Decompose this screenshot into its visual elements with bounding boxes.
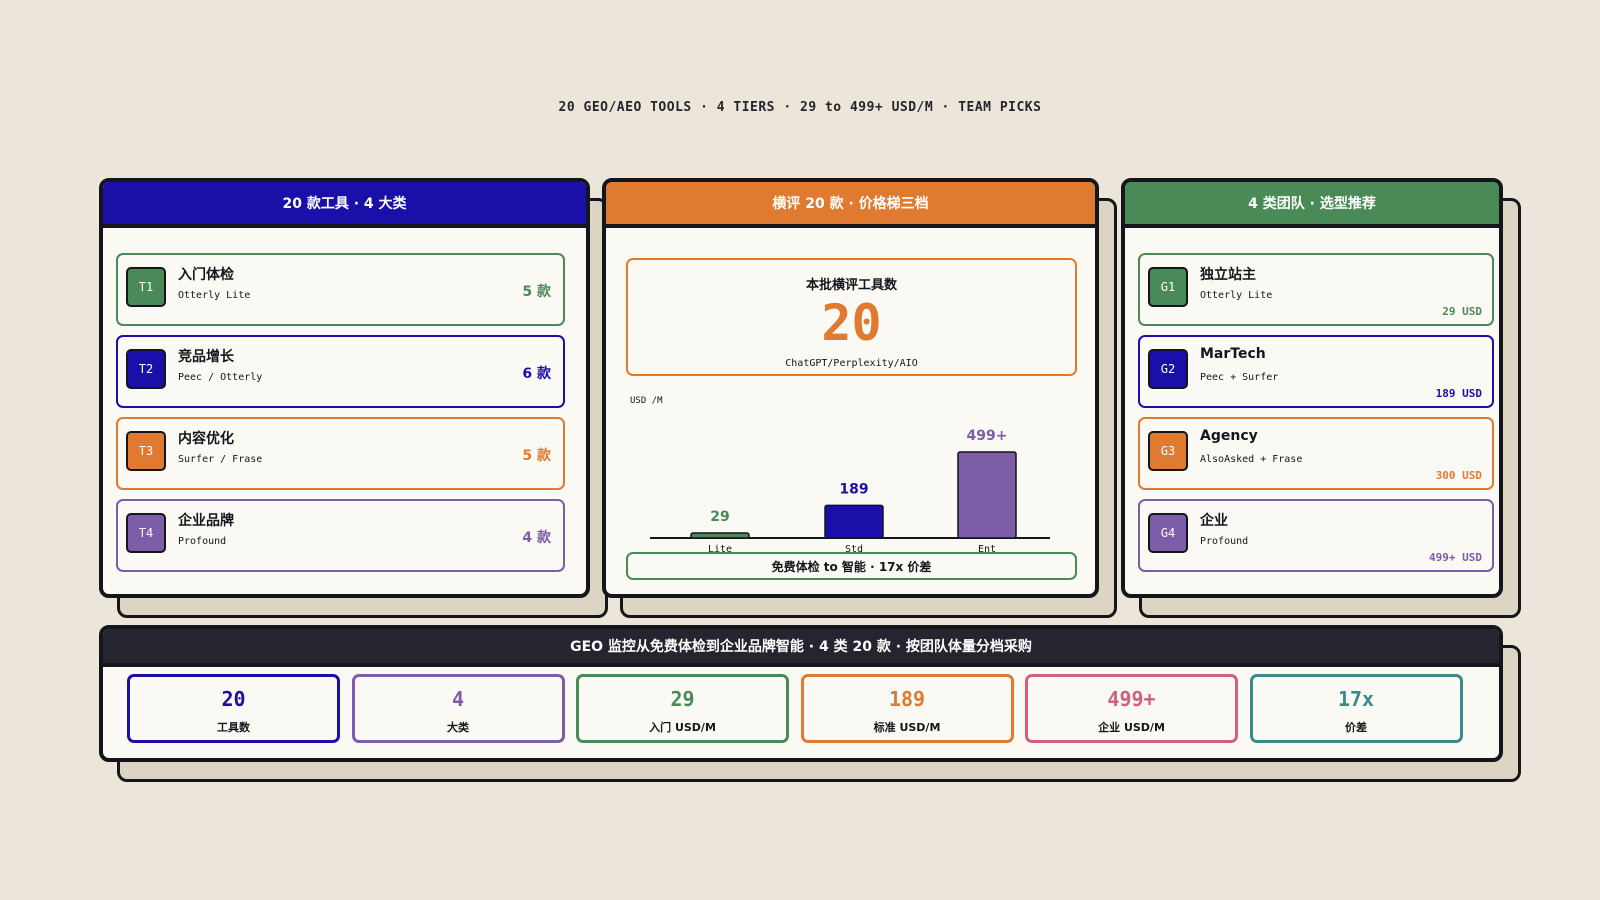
item-card: G2 MarTech Peec + Surfer 189 USD xyxy=(1138,335,1494,408)
item-card: T2 竞品增长 Peec / Otterly 6 款 xyxy=(116,335,565,408)
item-price: 300 USD xyxy=(1435,469,1482,482)
item-tools: Otterly Lite xyxy=(178,290,251,301)
item-name: 内容优化 xyxy=(178,431,234,447)
item-tools: AlsoAsked + Frase xyxy=(1200,454,1303,465)
x-tick-label: Ent xyxy=(978,544,996,554)
item-name: 入门体检 xyxy=(178,267,234,283)
item-count: 6 款 xyxy=(522,366,551,382)
badge: G1 xyxy=(1148,267,1188,307)
panel-title: 4 类团队 · 选型推荐 xyxy=(1125,182,1499,228)
stat-label: 入门 USD/M xyxy=(649,721,716,734)
item-card: T4 企业品牌 Profound 4 款 xyxy=(116,499,565,572)
bar xyxy=(957,451,1017,539)
stat-value: 17x xyxy=(1337,687,1375,711)
kpi-note: ChatGPT/Perplexity/AIO xyxy=(785,358,918,369)
kpi-label: 本批横评工具数 xyxy=(805,278,897,293)
stat-label: 价差 xyxy=(1345,721,1367,734)
item-tools: Peec / Otterly xyxy=(178,372,263,383)
panel-title: 20 款工具 · 4 大类 xyxy=(103,182,586,228)
item-card: G1 独立站主 Otterly Lite 29 USD xyxy=(1138,253,1494,326)
item-name: 竞品增长 xyxy=(178,349,234,365)
stat-box: 4 大类 xyxy=(351,674,565,743)
review-footer: 免费体检 to 智能 · 17x 价差 xyxy=(626,552,1077,580)
item-name: 企业 xyxy=(1200,513,1228,529)
value-label: 499+ xyxy=(967,428,1008,444)
stat-box: 499+ 企业 USD/M xyxy=(1025,674,1238,743)
stat-box: 29 入门 USD/M xyxy=(576,674,789,743)
item-tools: Otterly Lite xyxy=(1200,290,1273,301)
item-card: G4 企业 Profound 499+ USD xyxy=(1138,499,1494,572)
badge: G3 xyxy=(1148,431,1188,471)
stat-value: 29 xyxy=(670,687,695,711)
panel-title: 横评 20 款 · 价格梯三档 xyxy=(606,182,1095,228)
stat-value: 189 xyxy=(888,687,926,711)
stat-label: 企业 USD/M xyxy=(1098,721,1165,734)
item-price: 29 USD xyxy=(1442,305,1482,318)
item-card: T1 入门体检 Otterly Lite 5 款 xyxy=(116,253,565,326)
badge: T3 xyxy=(126,431,166,471)
review-panel: 横评 20 款 · 价格梯三档 本批横评工具数 20 ChatGPT/Perpl… xyxy=(602,178,1099,598)
badge: G4 xyxy=(1148,513,1188,553)
panel-title: GEO 监控从免费体检到企业品牌智能 · 4 类 20 款 · 按团队体量分档采… xyxy=(103,629,1499,667)
stat-box: 17x 价差 xyxy=(1249,674,1463,743)
stat-value: 4 xyxy=(451,687,465,711)
stat-label: 标准 USD/M xyxy=(873,721,941,734)
item-card: G3 Agency AlsoAsked + Frase 300 USD xyxy=(1138,417,1494,490)
x-tick-label: Std xyxy=(845,544,863,554)
item-tools: Profound xyxy=(1200,536,1249,547)
x-tick-label: Lite xyxy=(708,544,732,554)
subtitle: 20 GEO/AEO TOOLS · 4 TIERS · 29 to 499+ … xyxy=(558,100,1042,115)
item-tools: Peec + Surfer xyxy=(1200,372,1279,383)
badge: G2 xyxy=(1148,349,1188,389)
badge: T4 xyxy=(126,513,166,553)
value-label: 29 xyxy=(710,509,729,525)
item-price: 189 USD xyxy=(1435,387,1482,400)
stat-value: 20 xyxy=(221,687,246,711)
item-card: T3 内容优化 Surfer / Frase 5 款 xyxy=(116,417,565,490)
summary-panel: GEO 监控从免费体检到企业品牌智能 · 4 类 20 款 · 按团队体量分档采… xyxy=(99,625,1503,762)
item-tools: Profound xyxy=(178,536,227,547)
item-count: 4 款 xyxy=(522,530,551,546)
item-name: MarTech xyxy=(1200,346,1266,362)
item-count: 5 款 xyxy=(522,284,551,300)
kpi-value: 20 xyxy=(821,294,882,352)
badge: T2 xyxy=(126,349,166,389)
stat-box: 189 标准 USD/M xyxy=(800,674,1014,743)
item-name: 企业品牌 xyxy=(178,513,234,529)
value-label: 189 xyxy=(839,481,868,497)
kpi-box: 本批横评工具数 20 ChatGPT/Perplexity/AIO xyxy=(626,258,1077,376)
stat-label: 工具数 xyxy=(217,721,250,734)
y-axis-label: USD /M xyxy=(630,396,663,406)
item-name: 独立站主 xyxy=(1200,267,1256,283)
stat-value: 499+ xyxy=(1107,687,1156,711)
teams-panel: 4 类团队 · 选型推荐 G1 独立站主 Otterly Lite 29 USD G2 M… xyxy=(1121,178,1503,598)
stat-label: 大类 xyxy=(447,721,469,734)
bar xyxy=(690,532,750,539)
price-chart: USD /M 29 Lite 189 Std 499+ Ent xyxy=(630,396,1050,554)
item-count: 5 款 xyxy=(522,448,551,464)
bar xyxy=(824,504,884,539)
stat-box: 20 工具数 xyxy=(127,674,340,743)
item-tools: Surfer / Frase xyxy=(178,454,263,465)
item-price: 499+ USD xyxy=(1429,551,1482,564)
item-name: Agency xyxy=(1200,428,1258,444)
badge: T1 xyxy=(126,267,166,307)
tiers-panel: 20 款工具 · 4 大类 T1 入门体检 Otterly Lite 5 款 T2 竞品增… xyxy=(99,178,590,598)
